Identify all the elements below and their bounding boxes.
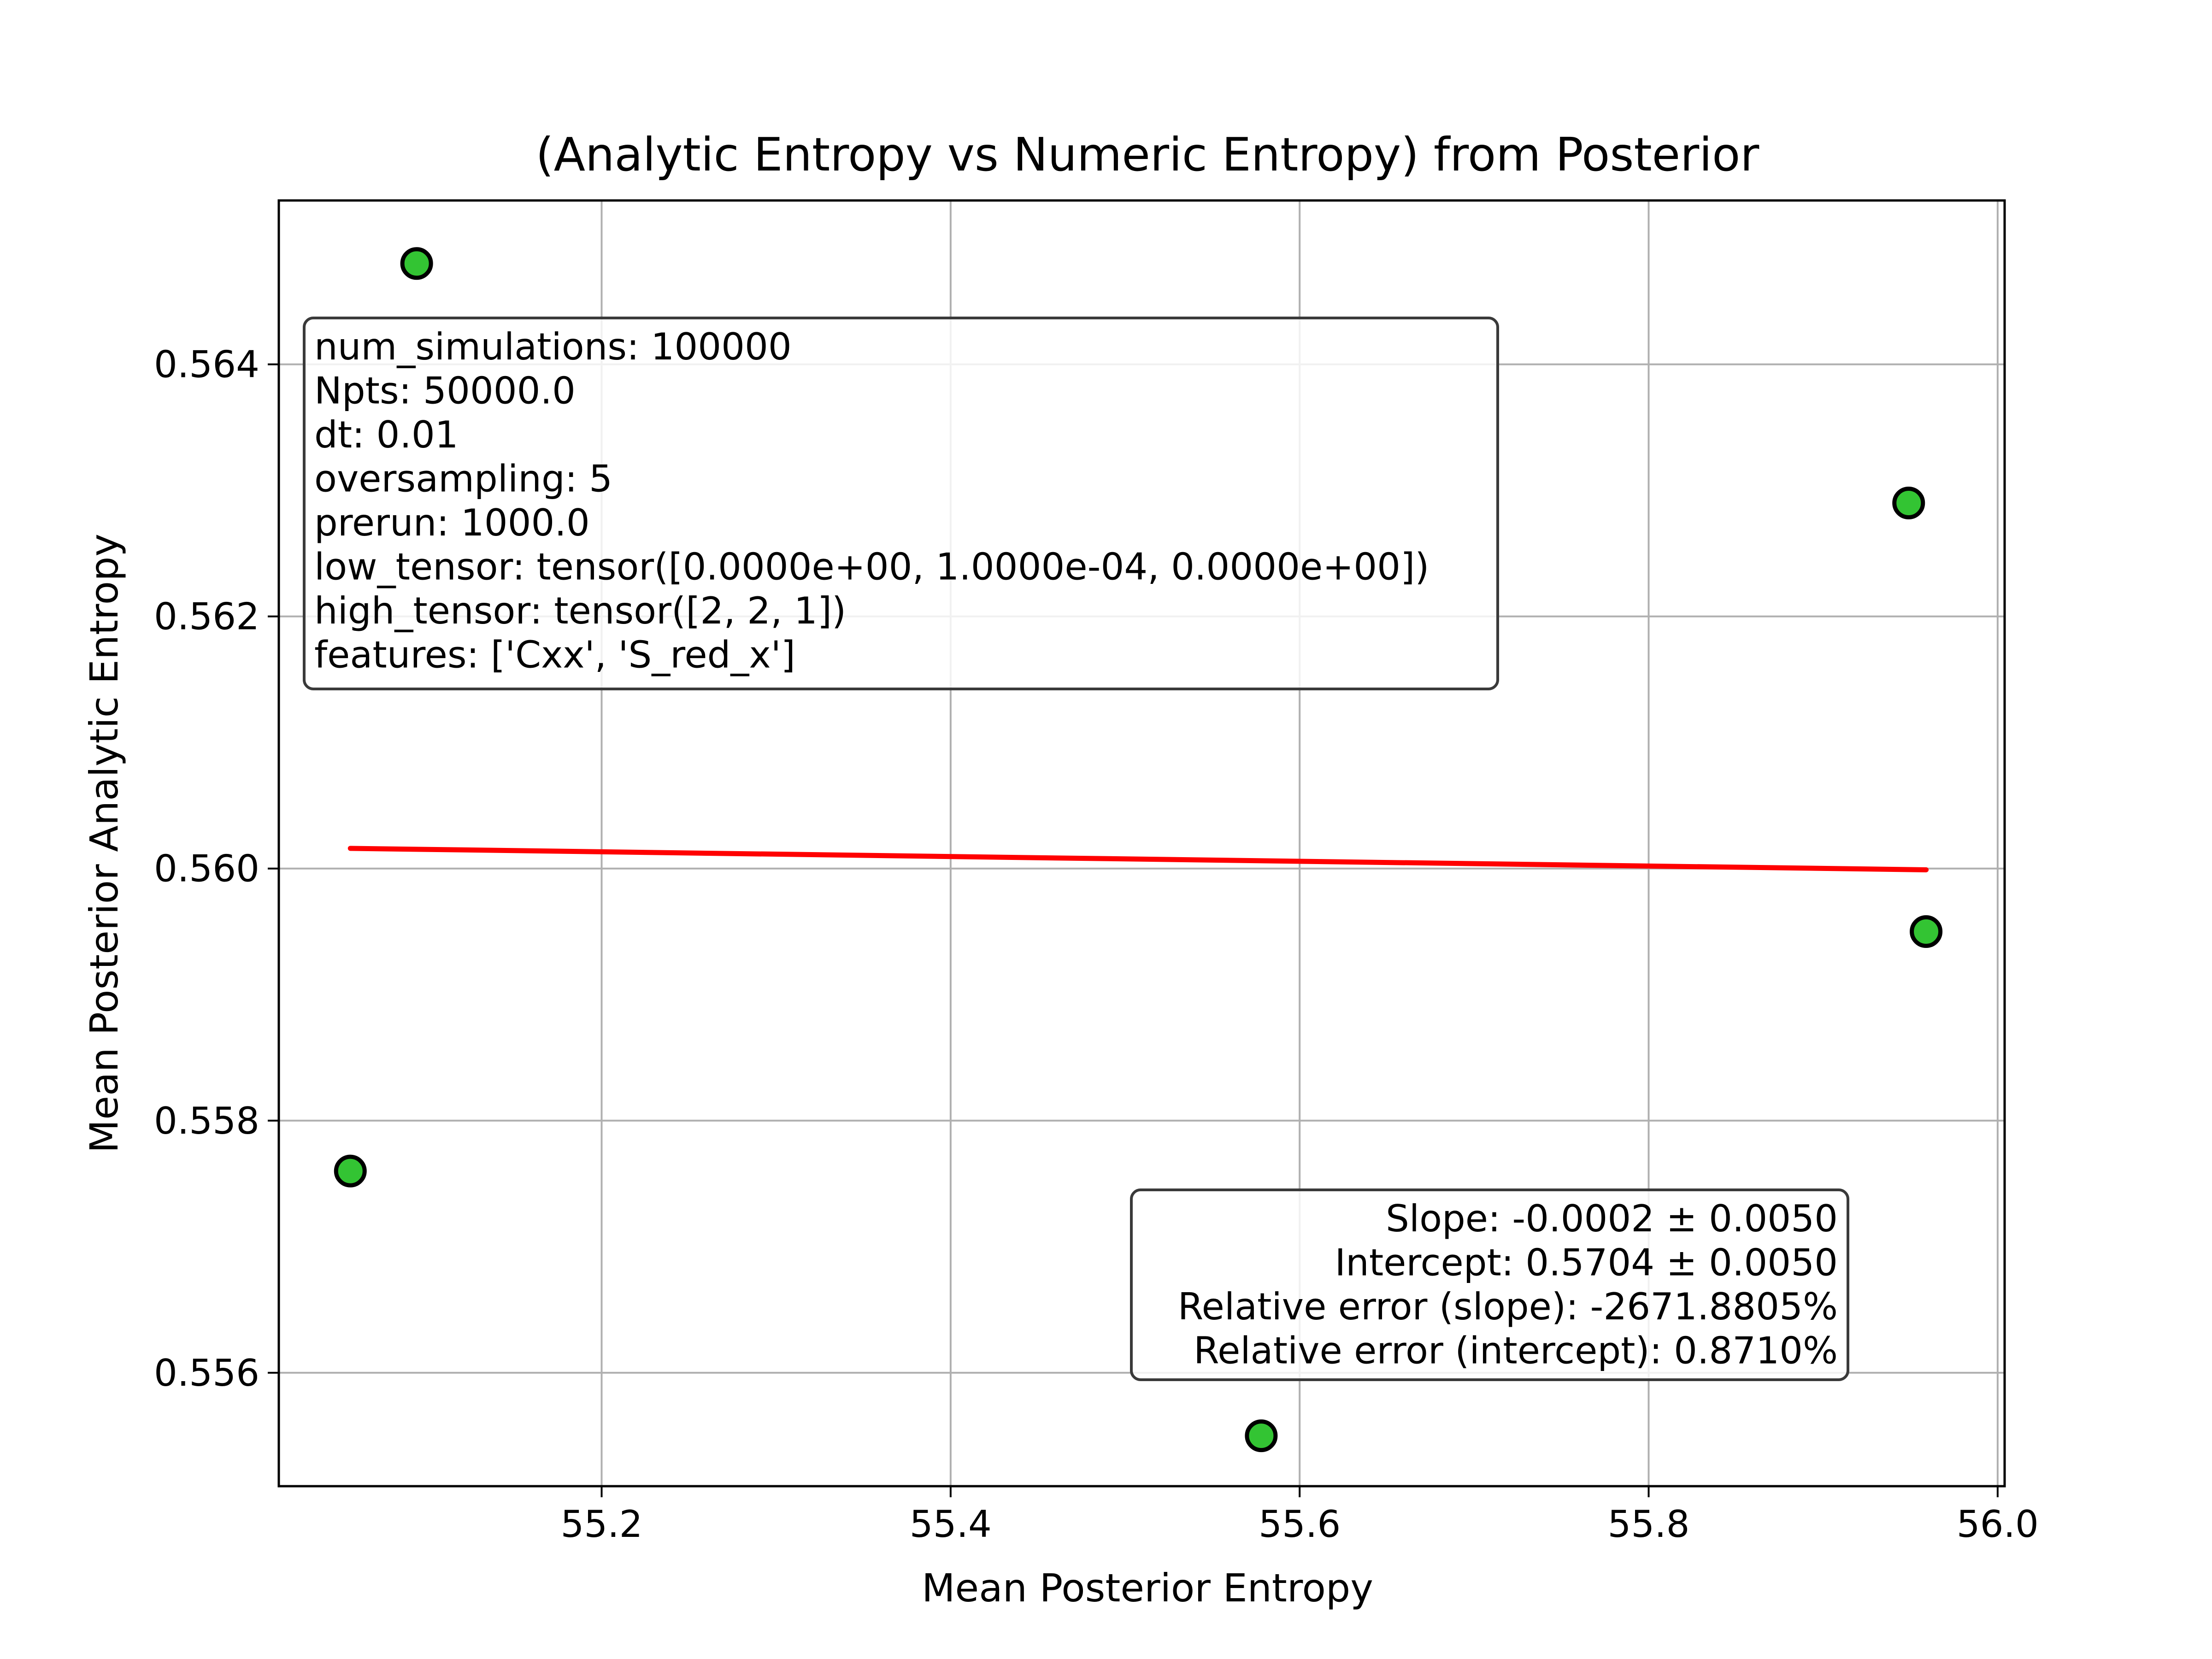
plot-area: 55.2 55.4 55.6 55.8 56.0 0.556 0.558 0.560 0.562… xyxy=(154,199,2039,1546)
info-box-line: num_simulations: 100000 xyxy=(314,325,792,368)
data-point xyxy=(1245,1419,1278,1453)
y-tick-label: 0.560 xyxy=(154,847,259,890)
y-tick-label: 0.556 xyxy=(154,1352,259,1394)
info-box-line: dt: 0.01 xyxy=(314,413,459,456)
info-box-line: low_tensor: tensor([0.0000e+00, 1.0000e-… xyxy=(314,546,1430,588)
info-box-line: Npts: 50000.0 xyxy=(314,370,576,412)
y-axis-label: Mean Posterior Analytic Entropy xyxy=(82,534,127,1153)
x-tick-label: 55.6 xyxy=(1259,1503,1341,1546)
stats-box-line: Slope: -0.0002 ± 0.0050 xyxy=(1386,1197,1838,1240)
x-tick-label: 56.0 xyxy=(1957,1503,2039,1546)
y-tick-label: 0.562 xyxy=(154,595,259,638)
data-point xyxy=(334,1154,367,1188)
x-tick-label: 55.4 xyxy=(910,1503,992,1546)
info-box-line: high_tensor: tensor([2, 2, 1]) xyxy=(314,589,846,632)
data-point xyxy=(400,247,433,280)
axes-frame xyxy=(277,199,2006,1488)
stats-box-frame xyxy=(1130,1188,1849,1381)
y-tick-label: 0.558 xyxy=(154,1100,259,1142)
chart-title: (Analytic Entropy vs Numeric Entropy) fr… xyxy=(536,128,1760,182)
x-tick-label: 55.2 xyxy=(560,1503,642,1546)
y-tick-label: 0.564 xyxy=(154,343,259,386)
info-box-frame xyxy=(303,317,1499,690)
x-axis-label: Mean Posterior Entropy xyxy=(922,1565,1373,1611)
stats-box-line: Relative error (intercept): 0.8710% xyxy=(1194,1330,1838,1372)
fit-line xyxy=(347,846,1929,872)
stats-box-line: Intercept: 0.5704 ± 0.0050 xyxy=(1335,1241,1838,1284)
info-box-line: features: ['Cxx', 'S_red_x'] xyxy=(314,634,795,677)
data-point xyxy=(1910,915,1943,948)
info-box-line: oversampling: 5 xyxy=(314,458,612,500)
data-point xyxy=(1892,486,1925,519)
stats-box-line: Relative error (slope): -2671.8805% xyxy=(1178,1285,1838,1328)
info-box-line: prerun: 1000.0 xyxy=(314,501,590,544)
x-tick-label: 55.8 xyxy=(1607,1503,1689,1546)
